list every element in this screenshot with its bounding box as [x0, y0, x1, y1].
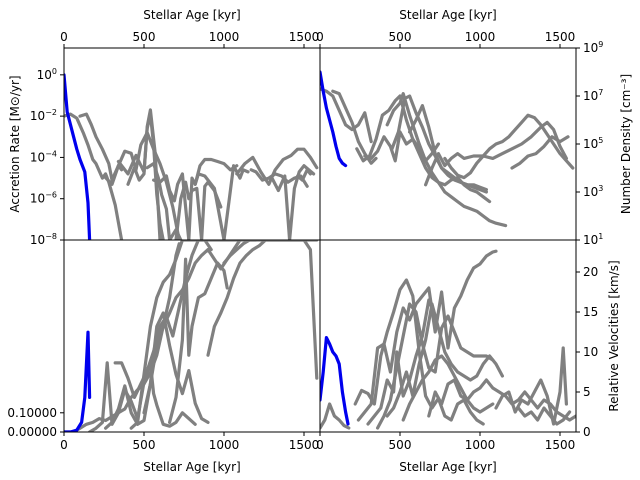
- series-line-gray: [320, 87, 373, 144]
- panel-bottom-left: 0 500 1000 1500 0.10000 0.00000: [7, 239, 321, 452]
- x-tick-label: 1500: [545, 30, 576, 44]
- x-tick-label: 0: [60, 438, 68, 452]
- y-tick-label: 20: [583, 265, 598, 279]
- series-line-gray: [427, 378, 576, 422]
- x-tick-label: 500: [133, 30, 156, 44]
- x-tick-label: 1000: [209, 438, 240, 452]
- series-line-gray: [64, 112, 124, 240]
- x-tick-label: 1000: [465, 438, 496, 452]
- series-line-gray: [126, 108, 162, 240]
- series-line-gray: [193, 157, 239, 186]
- series-line-gray: [424, 120, 569, 187]
- series-line-gray: [401, 354, 495, 422]
- series-line-gray: [129, 240, 319, 430]
- series-group: [320, 249, 576, 430]
- x-tick-label: 1500: [289, 30, 320, 44]
- series-line-blue: [320, 336, 350, 426]
- x-tick-label: 0: [60, 30, 68, 44]
- x-tick-label: 500: [389, 438, 412, 452]
- series-line-gray: [516, 406, 572, 426]
- series-line-gray: [443, 113, 575, 180]
- y-tick-label: 15: [583, 305, 598, 319]
- series-line-gray: [174, 180, 223, 240]
- series-line-gray: [145, 162, 183, 240]
- series-line-gray: [235, 147, 319, 186]
- bottom-right-xlabel: Stellar Age [kyr]: [399, 460, 496, 474]
- series-line-gray: [385, 302, 504, 418]
- top-left-ylabel: Accretion Rate [M⊙/yr]: [8, 75, 22, 212]
- x-tick-label: 0: [316, 438, 324, 452]
- series-group: [64, 240, 319, 432]
- series-line-blue: [64, 73, 92, 240]
- series-group: [64, 73, 319, 240]
- y-tick-label: 5: [583, 385, 591, 399]
- y-tick-label: 0.10000: [7, 406, 57, 420]
- series-line-gray: [222, 240, 258, 265]
- top-left-xlabel: Stellar Age [kyr]: [143, 8, 240, 22]
- x-tick-label: 1000: [465, 30, 496, 44]
- series-line-gray: [376, 302, 495, 430]
- series-line-gray: [331, 89, 378, 165]
- panel-relative-velocities: 0 500 1000 1500 0 5 10 15 20: [316, 239, 598, 452]
- x-tick-label: 500: [389, 30, 412, 44]
- series-line-gray: [320, 402, 351, 430]
- y-tick-label: 0: [583, 425, 591, 439]
- x-tick-label: 1500: [289, 438, 320, 452]
- series-line-blue: [64, 330, 92, 432]
- series-line-blue: [320, 70, 348, 168]
- series-line-gray: [353, 278, 485, 426]
- bottom-left-xlabel: Stellar Age [kyr]: [143, 460, 240, 474]
- series-line-gray: [168, 257, 229, 424]
- y-tick-label: 10: [583, 345, 598, 359]
- series-line-gray: [152, 164, 250, 240]
- series-line-gray: [385, 91, 492, 204]
- series-line-gray: [296, 168, 312, 182]
- series-line-gray: [113, 240, 213, 399]
- right-ylabel-top: Number Density [cm⁻³]: [619, 74, 633, 214]
- right-ylabel-bottom: Relative Velocities [km/s]: [607, 260, 621, 411]
- series-group: [320, 70, 575, 228]
- series-line-gray: [510, 135, 570, 170]
- series-line-gray: [206, 240, 319, 380]
- series-line-gray: [494, 346, 569, 426]
- x-tick-label: 1000: [209, 30, 240, 44]
- axes-frame: [319, 239, 577, 433]
- x-tick-label: 1500: [545, 438, 576, 452]
- x-tick-label: 500: [133, 438, 156, 452]
- series-line-gray: [103, 311, 210, 430]
- y-tick-label: 0.00000: [7, 425, 57, 439]
- x-tick-label: 0: [316, 30, 324, 44]
- series-line-gray: [356, 249, 498, 422]
- series-line-gray: [408, 103, 488, 192]
- top-right-xlabel: Stellar Age [kyr]: [399, 8, 496, 22]
